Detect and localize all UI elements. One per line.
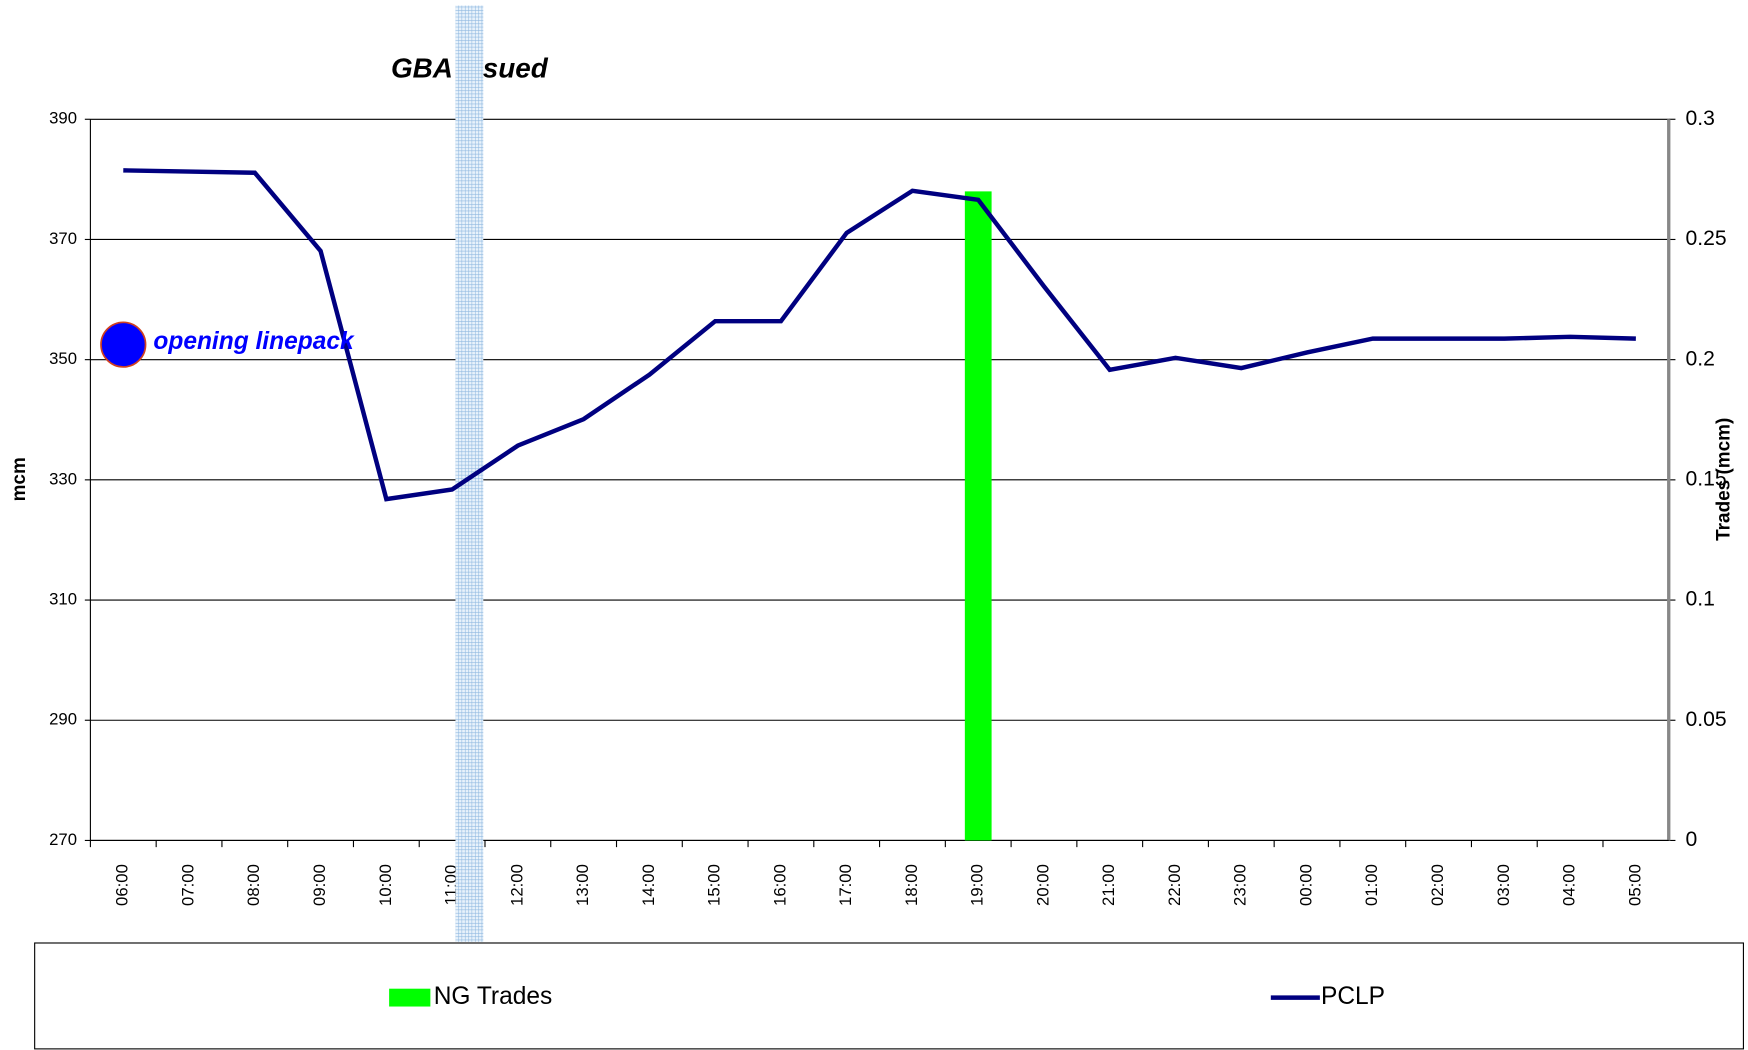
bar [964,191,992,841]
x-tick-label: 12:00 [507,864,526,906]
x-tick-label: 06:00 [113,864,132,906]
y2-tick-label: 0.3 [1685,107,1714,130]
x-tick-label: 17:00 [836,864,855,906]
legend-label: NG Trades [434,983,553,1010]
y2-tick-label: 0.15 [1685,467,1726,490]
x-tick-label: 10:00 [376,864,395,906]
x-tick-label: 21:00 [1099,864,1118,906]
x-tick-label: 15:00 [705,864,724,906]
x-tick-label: 05:00 [1625,864,1644,906]
y-tick-label: 270 [49,830,77,849]
y-tick-label: 390 [49,109,77,128]
x-tick-label: 22:00 [1165,864,1184,906]
y2-tick-label: 0.25 [1685,227,1726,250]
x-tick-label: 19:00 [968,864,987,906]
x-tick-label: 20:00 [1033,864,1052,906]
y-tick-label: 310 [49,589,77,608]
x-tick-label: 02:00 [1428,864,1447,906]
annotation-marker [100,321,147,368]
x-tick-label: 04:00 [1560,864,1579,906]
x-tick-label: 08:00 [244,864,263,906]
x-tick-label: 14:00 [639,864,658,906]
x-tick-label: 07:00 [178,864,197,906]
legend-label: PCLP [1321,983,1385,1010]
y2-tick-label: 0 [1685,828,1697,851]
y-tick-label: 330 [49,469,77,488]
x-tick-label: 13:00 [573,864,592,906]
x-tick-label: 16:00 [770,864,789,906]
x-tick-label: 09:00 [310,864,329,906]
y-tick-label: 370 [49,229,77,248]
y2-axis-label: Trades (mcm) [1713,418,1734,541]
x-tick-label: 00:00 [1296,864,1315,906]
y-tick-label: 290 [49,710,77,729]
y2-tick-label: 0.2 [1685,347,1714,370]
legend-swatch [389,988,431,1007]
x-tick-label: 23:00 [1231,864,1250,906]
y-tick-label: 350 [49,349,77,368]
line [123,168,1636,502]
y2-tick-label: 0.05 [1685,708,1726,731]
y-axis-label: mcm [9,457,30,501]
x-tick-label: 03:00 [1494,864,1513,906]
x-tick-label: 01:00 [1362,864,1381,906]
annotation-label: opening linepack [153,328,355,355]
legend-box [34,942,1744,1050]
x-tick-label: 18:00 [902,864,921,906]
y2-tick-label: 0.1 [1685,588,1714,611]
